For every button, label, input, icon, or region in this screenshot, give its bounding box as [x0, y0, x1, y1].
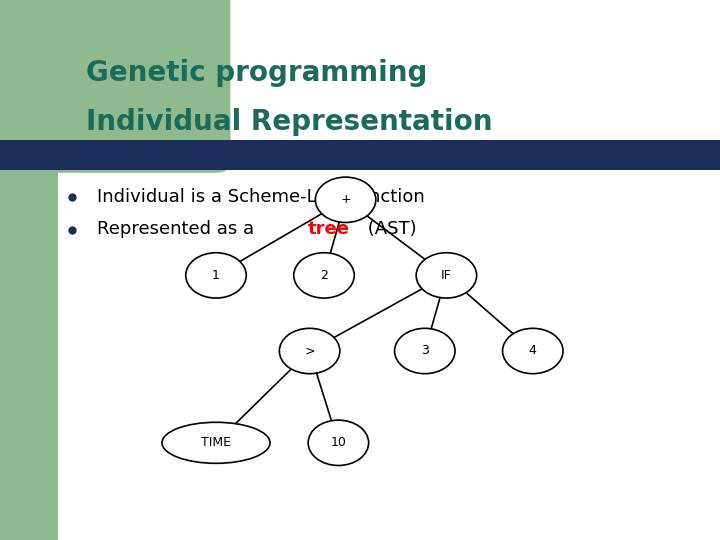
Circle shape	[308, 420, 369, 465]
Circle shape	[395, 328, 455, 374]
FancyBboxPatch shape	[0, 140, 720, 170]
FancyBboxPatch shape	[43, 0, 230, 173]
Text: +: +	[341, 193, 351, 206]
Text: 10: 10	[330, 436, 346, 449]
Circle shape	[294, 253, 354, 298]
Circle shape	[503, 328, 563, 374]
Circle shape	[315, 177, 376, 222]
Text: >: >	[305, 345, 315, 357]
Text: 3: 3	[421, 345, 428, 357]
Text: Individual is a Scheme-Like Function: Individual is a Scheme-Like Function	[97, 188, 425, 206]
Text: IF: IF	[441, 269, 451, 282]
Text: tree: tree	[307, 220, 349, 239]
Circle shape	[416, 253, 477, 298]
Circle shape	[186, 253, 246, 298]
Text: 2: 2	[320, 269, 328, 282]
Ellipse shape	[162, 422, 270, 463]
Text: 1: 1	[212, 269, 220, 282]
Text: Represented as a: Represented as a	[97, 220, 260, 239]
Text: Individual Representation: Individual Representation	[86, 107, 493, 136]
Text: (AST): (AST)	[361, 220, 416, 239]
FancyBboxPatch shape	[0, 0, 58, 540]
Text: TIME: TIME	[201, 436, 231, 449]
Text: Genetic programming: Genetic programming	[86, 59, 428, 87]
Text: 4: 4	[529, 345, 536, 357]
Circle shape	[279, 328, 340, 374]
